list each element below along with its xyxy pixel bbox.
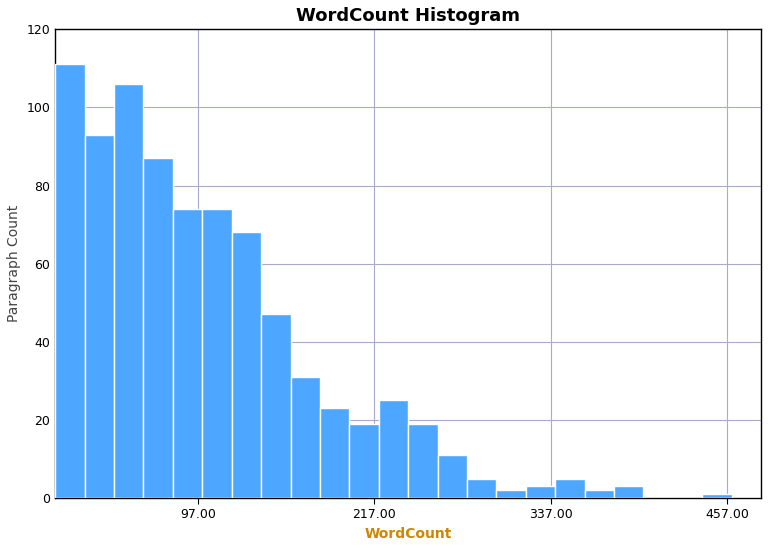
Bar bbox=[173, 209, 202, 498]
Bar bbox=[261, 315, 290, 498]
Bar bbox=[379, 401, 408, 498]
Bar bbox=[408, 424, 438, 498]
Bar bbox=[202, 209, 232, 498]
Bar bbox=[144, 158, 173, 498]
Bar bbox=[232, 232, 261, 498]
Bar bbox=[467, 478, 496, 498]
Bar bbox=[526, 487, 555, 498]
Bar bbox=[290, 377, 320, 498]
Bar bbox=[349, 424, 379, 498]
Bar bbox=[584, 490, 614, 498]
Bar bbox=[55, 65, 84, 498]
Title: WordCount Histogram: WordCount Histogram bbox=[296, 7, 520, 25]
Bar bbox=[438, 455, 467, 498]
Bar bbox=[320, 408, 349, 498]
Bar bbox=[496, 490, 526, 498]
Y-axis label: Paragraph Count: Paragraph Count bbox=[7, 205, 21, 322]
X-axis label: WordCount: WordCount bbox=[365, 527, 452, 541]
Bar bbox=[702, 494, 732, 498]
Bar bbox=[614, 487, 644, 498]
Bar bbox=[555, 478, 584, 498]
Bar bbox=[114, 84, 144, 498]
Bar bbox=[84, 135, 114, 498]
